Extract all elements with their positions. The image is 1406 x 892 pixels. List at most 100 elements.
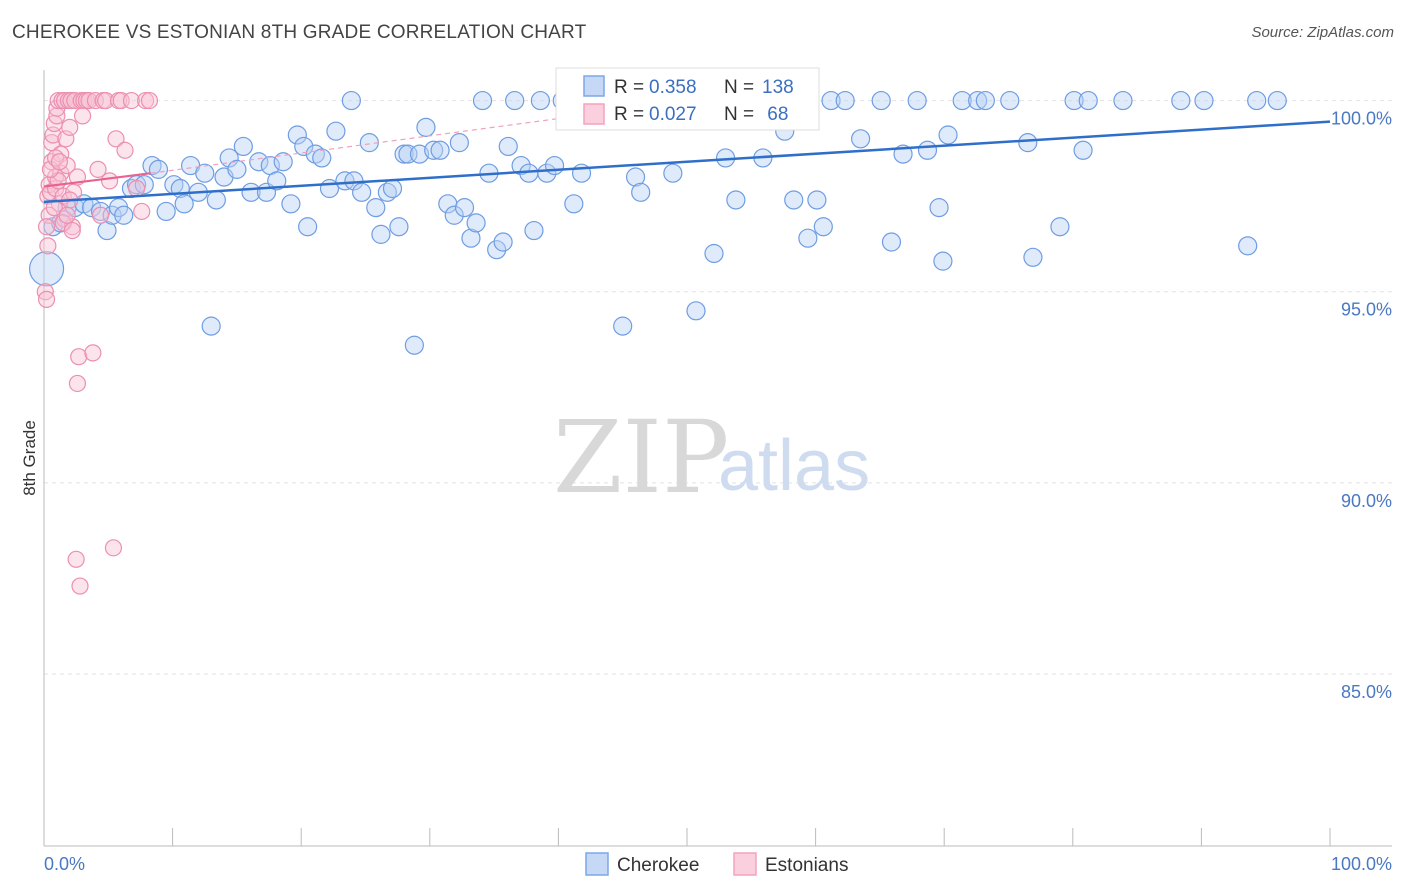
cherokee-point (377, 182, 397, 202)
cherokee-point (249, 152, 269, 172)
cherokee-point (1113, 90, 1133, 111)
estonians-points (36, 91, 159, 595)
stats-swatch-estonians (583, 103, 605, 125)
cherokee-point (294, 136, 314, 157)
cherokee-point (273, 152, 293, 172)
cherokee-point (917, 140, 938, 160)
cherokee-point (537, 163, 557, 183)
stats-r-label-estonians: R = (614, 104, 649, 125)
cherokee-point (206, 190, 226, 210)
estonians-point (91, 206, 110, 224)
cherokee-point (341, 90, 361, 111)
estonians-point (127, 179, 146, 198)
estonians-point (67, 550, 85, 568)
cherokee-point (851, 129, 871, 149)
cherokee-point (371, 224, 391, 244)
cherokee-point (389, 217, 409, 237)
cherokee-point (134, 175, 154, 195)
cherokee-point (1247, 90, 1267, 111)
y-tick-label: 100.0% (1331, 109, 1392, 129)
y-axis-title: 8th Grade (20, 420, 39, 496)
cherokee-point (1018, 133, 1038, 153)
cherokee-point (416, 117, 436, 137)
cherokee-point (267, 171, 287, 191)
cherokee-point (472, 90, 493, 111)
legend-swatch-estonians (733, 852, 757, 876)
cherokee-point (352, 182, 372, 202)
estonians-point (71, 577, 89, 595)
cherokee-point (409, 144, 430, 164)
estonians-point (107, 130, 125, 148)
estonians-point (133, 202, 151, 221)
estonians-point (70, 348, 88, 366)
cherokee-point (156, 201, 176, 222)
cherokee-point (430, 140, 450, 160)
legend-swatch-cherokee (585, 852, 609, 876)
estonians-point (140, 91, 159, 110)
cherokee-point (281, 194, 301, 214)
cherokee-point (201, 316, 221, 336)
cherokee-point (1050, 217, 1070, 237)
cherokee-point (287, 125, 307, 145)
cherokee-point (1073, 140, 1093, 160)
estonians-point (58, 206, 76, 224)
stats-r-value-estonians: 0.027 (649, 104, 697, 125)
cherokee-point (114, 205, 134, 225)
cherokee-point (1023, 247, 1043, 267)
cherokee-point (726, 190, 746, 210)
cherokee-point (148, 159, 169, 179)
cherokee-point (511, 155, 531, 176)
stats-r-value-cherokee: 0.358 (649, 77, 697, 98)
cherokee-point (298, 217, 318, 237)
cherokee-point (382, 178, 403, 199)
cherokee-point (449, 133, 469, 153)
stats-n-value-cherokee: 138 (762, 77, 794, 98)
estonians-point (37, 290, 56, 308)
estonians-trend-line (43, 172, 151, 188)
cherokee-point (227, 159, 247, 179)
chart-title: CHEROKEE VS ESTONIAN 8TH GRADE CORRELATI… (12, 22, 587, 43)
cherokee-point (807, 190, 827, 210)
estonians-point (104, 539, 123, 557)
cherokee-point (461, 228, 481, 248)
cherokee-point (97, 220, 117, 241)
cherokee-point (544, 155, 565, 176)
cherokee-point (784, 190, 804, 210)
y-tick-label: 90.0% (1341, 491, 1392, 511)
cherokee-point (1238, 236, 1258, 256)
estonians-point (50, 153, 69, 171)
cherokee-point (835, 90, 855, 111)
cherokee-point (424, 140, 444, 160)
cherokee-point (625, 167, 646, 187)
y-tick-label: 85.0% (1341, 682, 1392, 702)
cherokee-point (1000, 90, 1020, 111)
cherokee-point (312, 148, 332, 168)
cherokee-point (524, 220, 544, 241)
estonians-point (63, 221, 81, 240)
estonians-point (61, 118, 79, 136)
estonians-trend-extension (150, 107, 636, 174)
estonians-point (84, 344, 102, 362)
cherokee-point (1194, 90, 1214, 111)
estonians-point (68, 374, 87, 393)
estonians-point (73, 107, 92, 125)
watermark-zip: ZIP (553, 399, 729, 516)
cherokee-point (631, 182, 651, 202)
x-tick-label-max: 100.0% (1331, 854, 1392, 874)
x-tick-label-min: 0.0% (44, 854, 85, 874)
cherokee-points (28, 90, 1287, 355)
cherokee-point (530, 90, 550, 111)
cherokee-point (366, 198, 386, 218)
cherokee-point (505, 90, 525, 111)
estonians-point (89, 160, 107, 178)
cherokee-point (90, 201, 111, 222)
legend-label-cherokee: Cherokee (617, 855, 699, 876)
cherokee-point (929, 198, 949, 218)
cherokee-point (174, 194, 194, 214)
series-legend: Cherokee Estonians (585, 852, 848, 876)
cherokee-point (487, 240, 507, 260)
cherokee-point (881, 232, 902, 252)
cherokee-point (493, 232, 513, 252)
source-label: Source: ZipAtlas.com (1251, 24, 1394, 41)
